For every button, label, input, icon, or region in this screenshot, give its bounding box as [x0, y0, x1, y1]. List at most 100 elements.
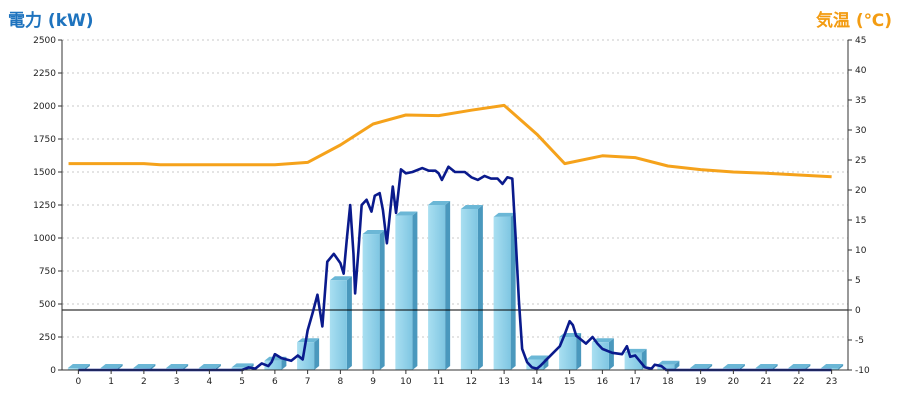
left-tick-label: 1500: [33, 168, 56, 178]
x-tick-label: 0: [76, 377, 82, 387]
left-tick-label: 250: [39, 333, 56, 343]
x-tick-label: 10: [400, 377, 412, 387]
bar-front: [428, 205, 446, 370]
x-tick-label: 6: [272, 377, 278, 387]
power-bar-13: [493, 212, 516, 370]
x-tick-label: 19: [695, 377, 707, 387]
x-tick-label: 4: [207, 377, 213, 387]
x-tick-label: 23: [826, 377, 837, 387]
power-bar-18: [657, 360, 680, 370]
right-tick-label: 35: [855, 96, 866, 106]
bar-top: [624, 348, 647, 353]
temperature-line-layer: [68, 103, 832, 179]
right-tick-label: 15: [855, 216, 866, 226]
bar-top: [493, 212, 516, 217]
bar-side: [477, 204, 483, 370]
x-tick-label: 14: [531, 377, 543, 387]
bar-front: [329, 280, 347, 370]
bar-front: [264, 360, 282, 370]
power-bars: [67, 201, 844, 370]
bar-front: [526, 359, 544, 370]
bar-front: [657, 364, 675, 370]
x-tick-label: 21: [760, 377, 771, 387]
right-tick-label: 40: [855, 66, 867, 76]
bar-top: [198, 364, 221, 368]
bar-top: [460, 204, 483, 209]
bar-side: [576, 333, 582, 370]
left-tick-label: 2500: [33, 36, 56, 46]
temperature-line: [68, 103, 832, 179]
left-tick-label: 1000: [33, 234, 56, 244]
chart-title-left: 電力 (kW): [8, 11, 94, 31]
right-tick-label: 30: [855, 126, 867, 136]
bar-front: [67, 368, 85, 370]
bar-top: [722, 364, 745, 368]
bar-front: [493, 216, 511, 370]
bar-top: [297, 338, 320, 343]
bar-top: [657, 360, 680, 365]
tick-labels: 02505007501000125015001750200022502500-1…: [33, 36, 870, 387]
bar-side: [183, 364, 189, 370]
left-tick-label: 2250: [33, 69, 56, 79]
bar-top: [100, 364, 123, 368]
x-tick-label: 1: [108, 377, 114, 387]
bar-top: [133, 364, 156, 368]
bar-front: [460, 208, 478, 370]
bar-side: [412, 211, 418, 370]
bar-front: [559, 337, 577, 370]
x-tick-label: 13: [498, 377, 509, 387]
bar-front: [362, 234, 380, 370]
bar-top: [788, 364, 811, 368]
right-tick-label: 5: [855, 276, 861, 286]
bar-side: [346, 276, 352, 370]
bar-top: [526, 355, 549, 360]
grid-lines: [62, 39, 848, 338]
power-bar-7: [297, 338, 320, 370]
left-tick-label: 1250: [33, 201, 56, 211]
bar-front: [395, 215, 413, 370]
bar-top: [690, 364, 713, 368]
bar-top: [166, 364, 189, 368]
x-tick-label: 9: [370, 377, 376, 387]
x-tick-label: 8: [338, 377, 344, 387]
bar-side: [117, 364, 123, 370]
x-tick-label: 7: [305, 377, 311, 387]
bar-top: [821, 364, 844, 368]
x-tick-label: 3: [174, 377, 180, 387]
x-tick-label: 2: [141, 377, 147, 387]
left-tick-label: 500: [39, 300, 56, 310]
bar-side: [445, 201, 451, 370]
x-tick-label: 11: [433, 377, 444, 387]
power-line: [78, 165, 832, 372]
bar-side: [707, 364, 713, 370]
power-bar-12: [460, 204, 483, 370]
bar-top: [428, 201, 451, 205]
chart-title-right: 気温 (℃): [815, 11, 892, 31]
bar-top: [329, 276, 352, 281]
x-tick-label: 5: [239, 377, 245, 387]
right-tick-label: 25: [855, 156, 866, 166]
power-bar-16: [591, 338, 614, 370]
bar-top: [67, 364, 90, 368]
power-bar-10: [395, 211, 418, 370]
left-tick-label: 750: [39, 267, 56, 277]
left-tick-label: 2000: [33, 102, 56, 112]
bar-front: [231, 367, 249, 370]
bar-side: [838, 364, 844, 370]
axes: [58, 39, 852, 374]
bar-side: [805, 364, 811, 370]
bar-side: [150, 364, 156, 370]
bar-top: [755, 364, 778, 368]
bar-side: [772, 364, 778, 370]
left-tick-label: 1750: [33, 135, 56, 145]
x-tick-label: 20: [728, 377, 740, 387]
power-bar-0: [67, 364, 90, 370]
bar-side: [674, 360, 680, 370]
x-tick-label: 12: [466, 377, 477, 387]
right-tick-label: -10: [855, 366, 870, 376]
left-tick-label: 0: [50, 366, 56, 376]
right-tick-label: 0: [855, 306, 861, 316]
x-tick-label: 22: [793, 377, 804, 387]
bar-side: [314, 338, 320, 370]
